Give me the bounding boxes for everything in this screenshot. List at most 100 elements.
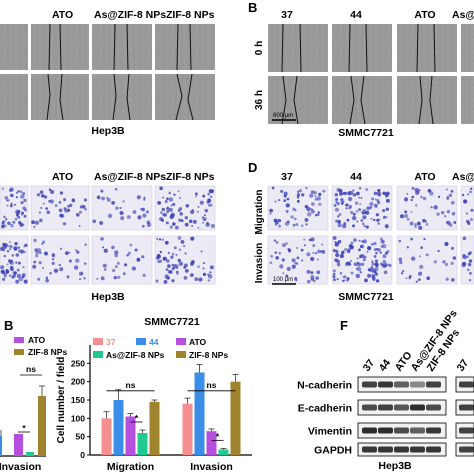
wound-image [397, 76, 457, 124]
legend-swatch-ato [14, 337, 24, 343]
panel-b-scale-bar-label: 600 μm [273, 113, 293, 119]
annotation-star: * [135, 413, 139, 423]
panel-a-col-header-3: As@ZIF-8 NPs [94, 9, 166, 21]
legend-label: ATO [189, 337, 207, 347]
wound-image [332, 76, 392, 124]
panel-d-col-header-1: 37 [281, 171, 293, 183]
transwell-image [331, 235, 393, 285]
smmc7721-bar-chart: SMMC7721 Cell number / field Migration ns… [56, 316, 252, 473]
legend-swatch [136, 338, 146, 345]
blot-band [459, 381, 474, 388]
panel-e-xlabel: Invasion [0, 461, 41, 473]
blot-protein-label: N-cadherin [297, 380, 352, 392]
panel-a-cell-line: Hep3B [91, 125, 125, 137]
panel-c-col-header-4: ZIF-8 NPs [166, 171, 215, 183]
blot-band [410, 404, 425, 411]
blot-band [410, 427, 425, 434]
panel-d-cell-line: SMMC7721 [338, 291, 394, 303]
blot-band [362, 404, 377, 411]
y-tick-label: 150 [71, 395, 85, 405]
blot-band [362, 446, 377, 453]
bar [194, 372, 205, 455]
panel-a: ATO As@ZIF-8 NPs ZIF-8 NPs Hep3B [0, 9, 215, 137]
x-tick-label: Invasion [190, 461, 233, 473]
annotation-star: * [216, 431, 220, 441]
panel-b-row-label-1: 0 h [254, 41, 265, 55]
blot-band [410, 381, 425, 388]
transwell-image [460, 235, 474, 285]
panel-d-row-label-2: Invasion [254, 243, 265, 284]
panel-d-row-label-1: Migration [254, 190, 265, 235]
legend-label: As@ZIF-8 NPs [106, 350, 165, 360]
blot-protein-label: GAPDH [314, 445, 352, 457]
chart-y-label: Cell number / field [56, 357, 67, 444]
panel-b-col-header-2: 44 [350, 9, 362, 21]
transwell-image [91, 235, 153, 285]
blot-band [394, 404, 409, 411]
blot-lane-label: 37 [361, 357, 378, 374]
blot-band [394, 381, 409, 388]
bar [137, 433, 148, 455]
legend-swatch [176, 351, 186, 358]
panel-d-image-grid [267, 185, 474, 285]
bar [149, 401, 160, 455]
panel-d: D 37 44 ATO As@ Migration Invasion 100 μ… [248, 160, 474, 303]
legend-swatch-zif [14, 349, 24, 355]
bar [218, 449, 229, 455]
y-tick-label: 100 [71, 413, 85, 423]
panel-b-col-header-1: 37 [281, 9, 293, 21]
transwell-image [154, 185, 216, 231]
blot-band [362, 381, 377, 388]
blot-protein-label: E-cadherin [298, 403, 352, 415]
bar-zif [38, 396, 46, 456]
panel-b-row-label-2: 36 h [254, 90, 265, 110]
bar [182, 403, 193, 455]
panel-f-letter: F [340, 318, 348, 333]
panel-d-col-header-3: ATO [414, 171, 435, 183]
panel-c-image-grid [0, 185, 216, 285]
panel-c-col-header-2: ATO [52, 171, 73, 183]
panel-a-col-header-4: ZIF-8 NPs [166, 9, 215, 21]
bar-ato [14, 434, 23, 456]
blot-band [394, 427, 409, 434]
annotation-ns: ns [207, 380, 217, 390]
wound-image [155, 24, 215, 70]
legend-label: 37 [106, 337, 116, 347]
legend-label: 44 [149, 337, 159, 347]
legend-swatch [93, 338, 103, 345]
blot-bands: N-cadherin E-cadherin Vimentin GAPDH [297, 376, 474, 457]
x-tick-label: Migration [107, 461, 154, 473]
panel-e-letter: B [4, 318, 13, 333]
panel-b-image-grid [268, 23, 474, 125]
y-tick-label: 200 [71, 377, 85, 387]
panel-b-cell-line: SMMC7721 [338, 127, 394, 139]
blot-band [394, 446, 409, 453]
blot-band [378, 404, 393, 411]
bar [125, 416, 136, 455]
wound-image [0, 74, 28, 120]
bar [113, 400, 124, 455]
bar [230, 381, 241, 455]
legend-label-zif: ZIF-8 NPs [28, 347, 67, 357]
blot-band [378, 381, 393, 388]
annotation-star: * [22, 423, 26, 433]
wound-image [397, 24, 457, 72]
y-tick-label: 50 [76, 432, 86, 442]
panel-b-col-header-3: ATO [414, 9, 435, 21]
blot-lane-label: 37 [455, 357, 472, 374]
blot-band [459, 427, 474, 434]
panel-a-col-header-2: ATO [52, 9, 73, 21]
wound-image [461, 76, 474, 124]
blot-band [410, 446, 425, 453]
blot-band [459, 404, 474, 411]
blot-band [378, 446, 393, 453]
panel-d-col-header-4: As@ [452, 171, 474, 183]
blot-band [378, 427, 393, 434]
legend-swatch [176, 338, 186, 345]
bar [206, 431, 217, 455]
wound-image [332, 24, 392, 72]
legend-label-ato: ATO [28, 335, 46, 345]
annotation-ns: ns [26, 364, 36, 374]
